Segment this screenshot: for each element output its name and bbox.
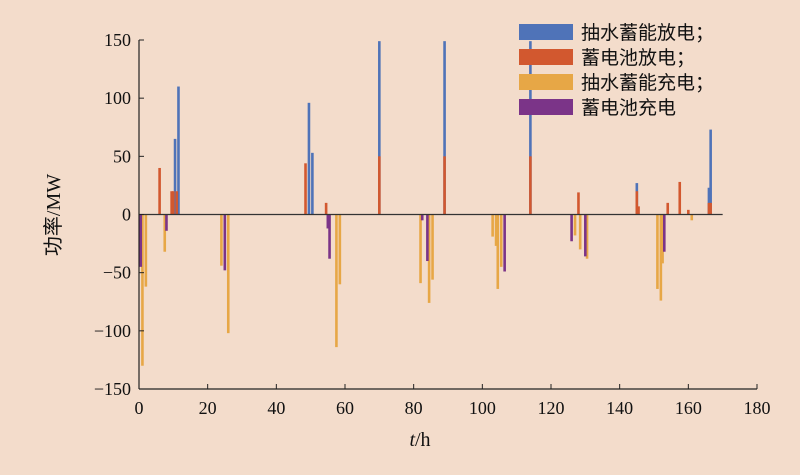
bar-series-2-2 — [170, 191, 173, 215]
bar-series-1-10 — [709, 129, 712, 215]
bar-series-3-12 — [494, 214, 498, 246]
legend-swatch-1 — [519, 24, 573, 40]
bar-series-4-4 — [326, 214, 330, 229]
x-tick-label: 100 — [469, 398, 496, 418]
bar-series-3-7 — [338, 214, 342, 285]
x-tick-label: 180 — [744, 398, 771, 418]
bar-series-2-7 — [378, 156, 381, 215]
y-tick-label: −150 — [94, 379, 131, 399]
bar-series-3-4 — [220, 214, 223, 266]
bar-series-3-21 — [690, 214, 694, 221]
x-tick-label: 60 — [336, 398, 354, 418]
bar-series-4-1 — [139, 214, 143, 267]
bar-series-3-6 — [335, 214, 338, 348]
x-tick-label: 160 — [675, 398, 702, 418]
bar-series-3-15 — [573, 214, 577, 236]
bar-series-2-10 — [577, 192, 580, 215]
bar-series-3-3 — [163, 214, 167, 252]
y-tick-label: 50 — [113, 146, 131, 166]
bar-series-1-7 — [529, 41, 532, 215]
legend-label-1: 抽水蓄能放电； — [581, 22, 714, 44]
x-tick-label: 80 — [405, 398, 423, 418]
bar-series-4-11 — [663, 214, 666, 252]
bar-series-2-14 — [678, 181, 682, 215]
y-tick-label: −100 — [94, 321, 131, 341]
legend-label-2: 蓄电池放电； — [581, 47, 695, 69]
bar-series-3-18 — [656, 214, 659, 289]
y-tick-label: 150 — [104, 30, 131, 50]
x-tick-label: 0 — [135, 398, 144, 418]
bar-series-3-20 — [661, 214, 664, 264]
bar-series-2-3 — [172, 191, 175, 215]
bar-series-2-5 — [304, 163, 307, 215]
legend-swatch-3 — [519, 74, 573, 90]
x-axis-title: t/h — [409, 429, 430, 451]
legend-label-4: 蓄电池充电 — [581, 97, 676, 119]
bar-series-1-3 — [307, 102, 311, 215]
bar-series-3-2 — [144, 214, 148, 287]
bar-series-4-3 — [223, 214, 227, 271]
bar-series-2-11 — [635, 191, 639, 215]
bar-series-4-5 — [328, 214, 331, 259]
x-tick-label: 20 — [199, 398, 217, 418]
bar-series-3-13 — [496, 214, 500, 289]
bar-series-3-11 — [491, 214, 494, 237]
legend-swatch-4 — [519, 99, 573, 115]
x-tick-label: 140 — [606, 398, 633, 418]
y-axis-title: 功率/MW — [42, 174, 65, 256]
y-tick-label: −50 — [103, 263, 131, 283]
bar-series-1-4 — [311, 152, 314, 215]
bar-series-3-5 — [226, 214, 230, 334]
bar-series-3-10 — [431, 214, 434, 280]
x-axis-title-var: t — [409, 429, 415, 451]
y-tick-label: 100 — [104, 88, 131, 108]
x-tick-label: 40 — [267, 398, 285, 418]
x-axis-title-unit: /h — [415, 429, 431, 451]
x-tick-label: 120 — [538, 398, 565, 418]
bar-series-2-13 — [666, 202, 670, 215]
bar-series-4-8 — [503, 214, 506, 272]
bar-series-4-2 — [165, 214, 168, 231]
bar-series-1-9 — [707, 187, 711, 215]
bar-series-2-8 — [443, 156, 446, 215]
bar-series-2-17 — [709, 202, 712, 215]
legend: 抽水蓄能放电； 蓄电池放电； 抽水蓄能充电； 蓄电池充电 — [519, 22, 714, 119]
bar-series-1-1 — [173, 138, 177, 215]
bar-series-3-1 — [141, 214, 144, 366]
bar-series-2-4 — [175, 191, 179, 215]
legend-swatch-2 — [519, 49, 573, 65]
bar-series-2-9 — [529, 156, 532, 215]
bar-series-3-17 — [585, 214, 589, 259]
bar-series-2-12 — [637, 206, 640, 215]
bar-series-1-6 — [443, 41, 446, 215]
legend-label-3: 抽水蓄能充电； — [581, 72, 714, 94]
bar-series-1-5 — [378, 41, 381, 215]
bar-series-4-7 — [426, 214, 429, 262]
bar-series-1-2 — [177, 86, 180, 215]
bar-series-3-16 — [578, 214, 582, 250]
bar-series-4-6 — [420, 214, 424, 221]
bar-series-2-1 — [158, 167, 161, 215]
bar-series-2-16 — [707, 202, 711, 215]
bar-series-4-10 — [584, 214, 587, 257]
bar-series-3-9 — [427, 214, 431, 303]
bar-series-4-9 — [570, 214, 573, 242]
bar-series-2-15 — [687, 209, 690, 215]
bar-series-2-6 — [324, 202, 328, 215]
y-tick-label: 0 — [122, 205, 131, 225]
bar-series-3-19 — [659, 214, 663, 301]
bars — [139, 41, 712, 366]
bar-series-3-14 — [499, 214, 503, 267]
bar-series-3-8 — [419, 214, 422, 284]
